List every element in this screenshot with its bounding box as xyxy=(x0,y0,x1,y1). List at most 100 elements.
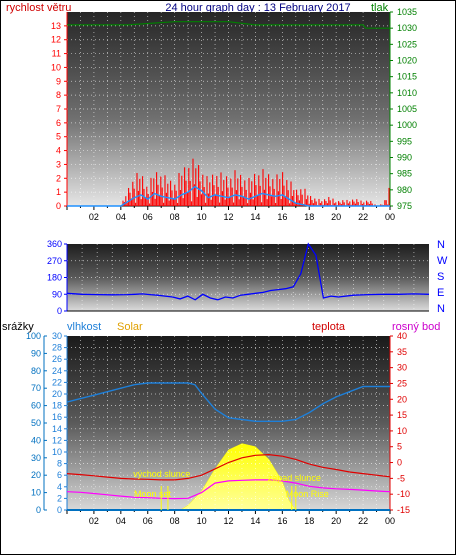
compass-label: N xyxy=(437,239,445,251)
pressure-line xyxy=(67,21,390,29)
rain-axis-title: srážky xyxy=(2,321,34,333)
wind-xtick-label: 16 xyxy=(277,212,287,222)
temperature-ytick-label: 10 xyxy=(397,426,407,436)
average-wind-line xyxy=(67,185,390,207)
temperature-ytick-label: 40 xyxy=(397,331,407,341)
temperature-ytick-label: 0 xyxy=(397,458,402,468)
rain-ytick-label: 80 xyxy=(31,366,41,376)
humidity-ytick-label: 2 xyxy=(57,493,62,503)
rain-ytick-label: 10 xyxy=(31,488,41,498)
wind-xtick-label: 00 xyxy=(385,212,395,222)
pressure-ytick-label: 1035 xyxy=(397,7,417,17)
pressure-ytick-label: 995 xyxy=(397,136,412,146)
temperature-xtick-label: 16 xyxy=(277,516,287,526)
chart-title: 24 hour graph day : 13 February 2017 xyxy=(165,2,350,14)
direction-ytick-label: 270 xyxy=(47,256,62,266)
temperature-xtick-label: 08 xyxy=(170,516,180,526)
humidity-ytick-label: 12 xyxy=(52,435,62,445)
humidity-ytick-label: 24 xyxy=(52,366,62,376)
humidity-ytick-label: 30 xyxy=(52,331,62,341)
wind-panel-marks xyxy=(67,21,390,207)
wind-ytick-label: 8 xyxy=(56,90,61,100)
pressure-ytick-label: 1005 xyxy=(397,104,417,114)
pressure-ytick-label: 1030 xyxy=(397,23,417,33)
wind-ytick-label: 12 xyxy=(51,35,61,45)
wind-xtick-label: 18 xyxy=(304,212,314,222)
temperature-xtick-label: 22 xyxy=(358,516,368,526)
rain-ytick-label: 20 xyxy=(31,470,41,480)
wind-xtick-label: 10 xyxy=(197,212,207,222)
compass-label: W xyxy=(437,255,448,267)
solar-legend-label: Solar xyxy=(117,321,143,333)
temperature-ytick-label: 30 xyxy=(397,363,407,373)
pressure-ytick-label: 1010 xyxy=(397,88,417,98)
wind-xtick-label: 20 xyxy=(331,212,341,222)
rain-ytick-label: 30 xyxy=(31,453,41,463)
temperature-ytick-label: 35 xyxy=(397,347,407,357)
temperature-xtick-label: 18 xyxy=(304,516,314,526)
temperature-ytick-label: 20 xyxy=(397,394,407,404)
temperature-axis-title: teplota xyxy=(312,321,346,333)
wind-xtick-label: 22 xyxy=(358,212,368,222)
pressure-ytick-label: 1020 xyxy=(397,56,417,66)
wind-ytick-label: 7 xyxy=(56,104,61,114)
wind-ytick-label: 3 xyxy=(56,159,61,169)
temperature-panel-grid xyxy=(67,336,390,510)
temperature-ytick-label: -10 xyxy=(397,489,410,499)
temperature-xtick-label: 02 xyxy=(89,516,99,526)
direction-ytick-label: 180 xyxy=(47,273,62,283)
humidity-ytick-label: 0 xyxy=(57,505,62,515)
humidity-ytick-label: 28 xyxy=(52,343,62,353)
direction-panel-marks xyxy=(66,242,430,301)
compass-label: E xyxy=(437,287,444,299)
wind-xtick-label: 02 xyxy=(89,212,99,222)
direction-ytick-label: 90 xyxy=(52,289,62,299)
rain-ytick-label: 90 xyxy=(31,348,41,358)
sun-moon-events: východ slunce západ slunce Moon set Moon Ri… xyxy=(133,469,329,510)
pressure-ytick-label: 980 xyxy=(397,185,412,195)
pressure-ytick-label: 975 xyxy=(397,201,412,211)
wind-xtick-label: 04 xyxy=(116,212,126,222)
temperature-line xyxy=(66,453,391,481)
temperature-ytick-label: -15 xyxy=(397,505,410,515)
wind-direction-line xyxy=(66,242,430,301)
wind-xtick-label: 08 xyxy=(170,212,180,222)
dew-point-line xyxy=(66,479,391,500)
pressure-ytick-label: 1000 xyxy=(397,120,417,130)
temperature-xtick-label: 04 xyxy=(116,516,126,526)
temperature-xtick-label: 06 xyxy=(143,516,153,526)
humidity-ytick-label: 6 xyxy=(57,470,62,480)
event-label: Moon Rise xyxy=(286,489,329,499)
event-label: východ slunce xyxy=(133,469,190,479)
wind-xtick-label: 06 xyxy=(143,212,153,222)
temperature-xtick-label: 10 xyxy=(197,516,207,526)
compass-label: N xyxy=(437,303,445,315)
humidity-axis-title: vlhkost xyxy=(67,321,101,333)
rain-ytick-label: 40 xyxy=(31,435,41,445)
rain-ytick-label: 70 xyxy=(31,383,41,393)
humidity-ytick-label: 22 xyxy=(52,377,62,387)
humidity-ytick-label: 4 xyxy=(57,482,62,492)
dew-point-legend-label: rosný bod xyxy=(392,321,440,333)
wind-xtick-label: 12 xyxy=(223,212,233,222)
temperature-xtick-label: 12 xyxy=(223,516,233,526)
wind-ytick-label: 6 xyxy=(56,118,61,128)
temperature-ytick-label: 25 xyxy=(397,378,407,388)
rain-ytick-label: 100 xyxy=(26,331,41,341)
humidity-ytick-label: 16 xyxy=(52,412,62,422)
temperature-ytick-label: 5 xyxy=(397,442,402,452)
direction-panel-axes: 0 90 180 270 360 xyxy=(47,239,429,316)
wind-panel-grid xyxy=(67,12,390,206)
pressure-ytick-label: 1015 xyxy=(397,72,417,82)
humidity-ytick-label: 20 xyxy=(52,389,62,399)
temperature-xtick-label: 20 xyxy=(331,516,341,526)
pressure-ytick-label: 1025 xyxy=(397,39,417,49)
humidity-ytick-label: 18 xyxy=(52,401,62,411)
wind-ytick-label: 13 xyxy=(51,21,61,31)
compass-label: S xyxy=(437,271,444,283)
wind-axis-title: rychlost větru xyxy=(6,2,71,14)
wind-xtick-label: 14 xyxy=(250,212,260,222)
temperature-ytick-label: 15 xyxy=(397,410,407,420)
